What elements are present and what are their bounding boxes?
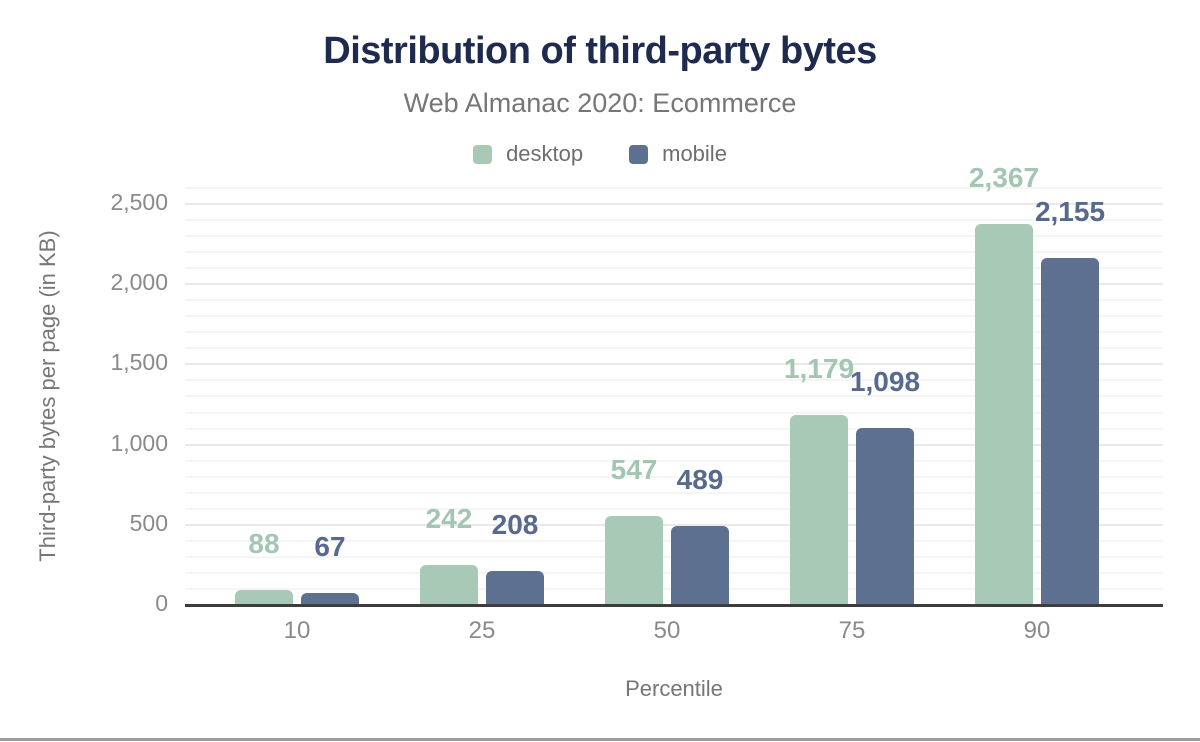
gridline-minor — [185, 315, 1163, 318]
gridline-minor — [185, 491, 1163, 494]
gridline-minor — [185, 507, 1163, 510]
gridline-minor — [185, 251, 1163, 254]
gridline-minor — [185, 187, 1163, 189]
x-axis-title: Percentile — [625, 676, 723, 701]
gridline-minor — [185, 219, 1163, 222]
bar-label-desktop-p10: 88 — [248, 527, 280, 559]
legend-item-desktop[interactable]: desktop — [473, 141, 583, 167]
x-axis-line — [185, 604, 1163, 607]
y-axis-title: Third-party bytes per page (in KB) — [35, 230, 60, 562]
gridline-minor — [185, 331, 1163, 334]
bar-label-mobile-p75: 1,098 — [849, 365, 921, 397]
legend-swatch-desktop — [473, 144, 493, 164]
y-tick-label: 1,000 — [110, 429, 168, 456]
y-tick-label: 0 — [155, 590, 168, 616]
bar-mobile-p10[interactable] — [301, 593, 359, 604]
chart-title: Distribution of third-party bytes — [323, 30, 877, 72]
bar-label-desktop-p50: 547 — [610, 454, 658, 486]
legend: desktop mobile — [0, 141, 1200, 167]
bar-desktop-p90[interactable] — [975, 224, 1033, 604]
legend-label-desktop: desktop — [506, 141, 584, 166]
bar-label-mobile-p10: 67 — [314, 531, 346, 563]
y-tick-label: 2,500 — [110, 189, 168, 215]
gridline-major — [185, 443, 1163, 446]
legend-label-mobile: mobile — [662, 141, 727, 166]
gridline-minor — [185, 347, 1163, 350]
chart-subtitle: Web Almanac 2020: Ecommerce — [403, 88, 797, 118]
bar-mobile-p50[interactable] — [671, 525, 729, 604]
bar-mobile-p90[interactable] — [1041, 258, 1099, 604]
gridline-minor — [185, 235, 1163, 238]
bar-label-mobile-p90: 2,155 — [1034, 196, 1106, 228]
x-tick-label-p75: 75 — [838, 617, 866, 644]
y-tick-label: 2,000 — [110, 269, 168, 296]
legend-swatch-mobile — [629, 144, 649, 164]
gridline-minor — [185, 475, 1163, 478]
bar-desktop-p25[interactable] — [420, 565, 478, 604]
x-tick-label-p90: 90 — [1023, 617, 1051, 644]
gridline-major — [185, 523, 1163, 526]
x-tick-label-p50: 50 — [653, 617, 681, 644]
bar-label-desktop-p25: 242 — [425, 503, 473, 535]
y-tick-label: 500 — [129, 509, 168, 536]
bar-label-desktop-p90: 2,367 — [968, 162, 1040, 194]
x-tick-label-p10: 10 — [283, 617, 311, 644]
gridline-minor — [185, 459, 1163, 462]
gridline-minor — [185, 299, 1163, 302]
bar-label-desktop-p75: 1,179 — [783, 352, 855, 384]
gridline-minor — [185, 411, 1163, 414]
bar-desktop-p50[interactable] — [605, 516, 663, 604]
gridline-major — [185, 363, 1163, 366]
bar-desktop-p10[interactable] — [235, 589, 293, 604]
bar-mobile-p25[interactable] — [486, 570, 544, 604]
gridline-minor — [185, 379, 1163, 382]
gridline-minor — [185, 427, 1163, 430]
x-tick-label-p25: 25 — [468, 617, 496, 644]
bar-label-mobile-p25: 208 — [491, 508, 539, 540]
y-tick-label: 1,500 — [110, 349, 168, 376]
gridline-major — [185, 203, 1163, 205]
gridline-major — [185, 283, 1163, 286]
legend-item-mobile[interactable]: mobile — [629, 141, 727, 167]
bar-desktop-p75[interactable] — [790, 414, 848, 604]
plot-area: 88 67 242 208 547 489 1,179 1,098 2,367 2,155 — [185, 162, 1163, 604]
bar-label-mobile-p50: 489 — [676, 463, 724, 495]
bar-mobile-p75[interactable] — [856, 427, 914, 604]
gridline-minor — [185, 395, 1163, 398]
bottom-divider — [0, 738, 1200, 741]
gridline-minor — [185, 267, 1163, 270]
